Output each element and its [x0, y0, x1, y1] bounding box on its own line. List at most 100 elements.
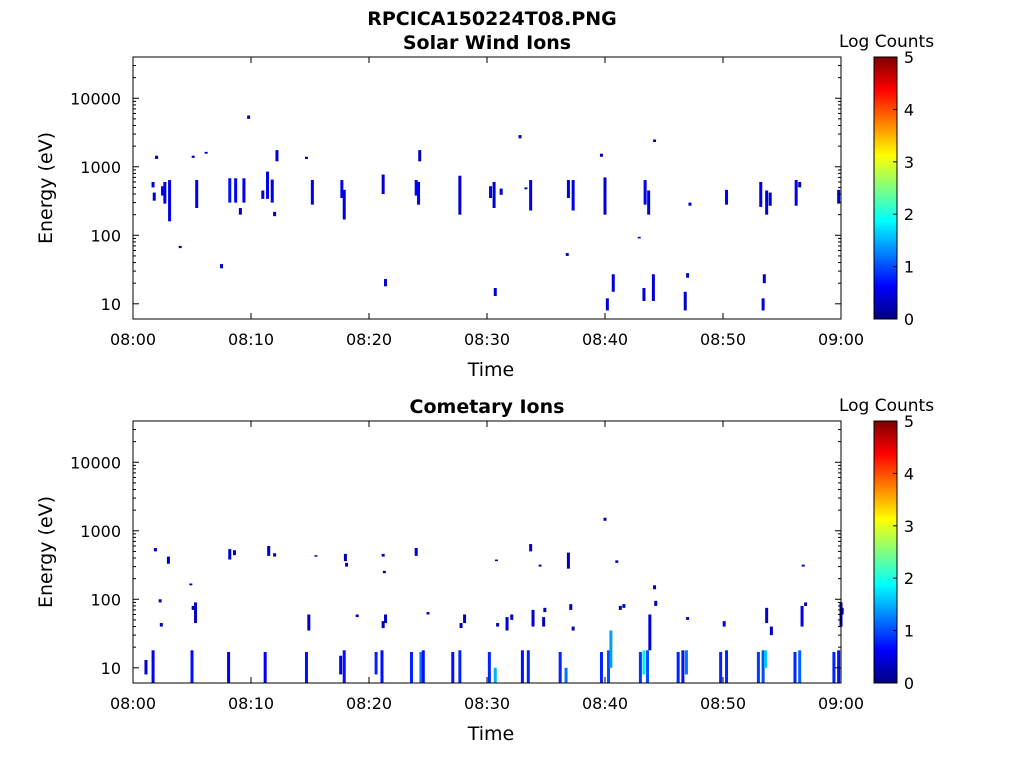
data-cell — [520, 650, 524, 683]
panel-title: Cometary Ions — [410, 396, 565, 418]
data-cell — [571, 180, 575, 211]
data-cell — [307, 614, 311, 631]
data-cell — [494, 559, 498, 562]
colorbar-tick-label: 5 — [904, 48, 914, 67]
data-cell — [542, 617, 546, 627]
data-cell — [144, 659, 148, 675]
data-cell — [653, 585, 657, 590]
data-cell — [543, 607, 547, 613]
data-cell — [152, 192, 156, 201]
data-cell — [267, 545, 271, 556]
x-tick-label: 08:10 — [228, 330, 274, 349]
data-cell — [603, 517, 607, 521]
x-tick-label: 08:00 — [110, 694, 156, 713]
data-cell — [607, 650, 611, 683]
data-cell — [458, 175, 462, 215]
data-cell — [314, 555, 318, 557]
x-tick-label: 08:20 — [346, 330, 392, 349]
colorbar-label: Log Counts — [839, 32, 934, 52]
data-cell — [618, 605, 622, 610]
data-cell — [793, 652, 797, 683]
panel-title: Solar Wind Ions — [403, 32, 571, 54]
data-cell — [686, 617, 690, 620]
data-cell — [605, 298, 609, 311]
data-cell — [765, 190, 769, 215]
data-cell — [571, 626, 575, 631]
data-cell — [599, 153, 603, 157]
data-cell — [768, 192, 772, 206]
data-cell — [765, 607, 769, 624]
data-cell — [426, 612, 430, 615]
data-cell — [510, 614, 514, 620]
colorbar-label: Log Counts — [839, 396, 934, 416]
cometary-panel: Cometary Ions 08:00 08:10 08:20 08:30 08:40 08… — [35, 396, 934, 745]
data-cell — [191, 155, 195, 158]
y-tick-label: 10 — [101, 659, 121, 678]
data-cell — [463, 614, 467, 624]
y-tick-label: 10000 — [70, 453, 121, 472]
x-tick-label: 08:20 — [346, 694, 392, 713]
data-cell — [161, 186, 164, 196]
data-cell — [615, 560, 619, 563]
y-tick-label: 1000 — [80, 522, 121, 541]
data-cell — [275, 150, 279, 162]
data-cell — [151, 650, 155, 683]
plot-frame — [132, 420, 842, 684]
colorbar-tick-label: 1 — [904, 258, 914, 277]
data-cell — [756, 652, 760, 683]
colorbar-tick-label: 0 — [904, 310, 914, 329]
data-cell — [190, 650, 194, 683]
colorbar-tick-label: 1 — [904, 622, 914, 641]
data-cell — [168, 180, 172, 222]
data-cell — [263, 652, 267, 683]
y-tick-label: 10 — [101, 295, 121, 314]
data-cell — [343, 553, 347, 562]
data-cell — [524, 187, 528, 190]
data-cell — [676, 652, 680, 683]
x-tick-label: 08:40 — [582, 330, 628, 349]
data-cell — [418, 150, 422, 162]
data-cell — [414, 180, 418, 196]
data-cell — [158, 599, 162, 603]
data-cell — [304, 156, 308, 159]
x-tick-label: 08:50 — [700, 694, 746, 713]
data-cell — [684, 650, 688, 675]
data-cell — [151, 181, 155, 188]
data-cell — [374, 652, 378, 675]
data-cell — [163, 181, 167, 204]
data-cell — [384, 279, 388, 287]
figure-title: RPCICA150224T08.PNG — [367, 8, 617, 30]
x-axis-label: Time — [467, 359, 515, 381]
data-cell — [409, 652, 413, 683]
data-cell — [493, 288, 497, 296]
data-cell — [355, 614, 359, 618]
data-cell — [565, 253, 569, 256]
data-cell — [266, 171, 270, 199]
data-cell — [204, 151, 208, 154]
data-cell — [451, 652, 455, 683]
colorbar-tick-label: 4 — [904, 100, 914, 119]
data-cells — [144, 517, 844, 683]
data-cell — [719, 652, 723, 683]
data-cell — [725, 189, 729, 205]
data-cell — [840, 607, 844, 615]
data-cell — [837, 189, 841, 204]
data-cell — [798, 650, 802, 683]
solar-wind-panel: Solar Wind Ions 08:00 08:10 08:20 08:30 08:40… — [35, 32, 934, 381]
colorbar-tick-label: 3 — [904, 517, 914, 536]
data-cell — [653, 139, 657, 142]
data-cell — [340, 180, 344, 199]
data-cell — [381, 553, 385, 557]
data-cell — [804, 602, 808, 606]
data-cell — [538, 564, 542, 567]
data-cell — [722, 621, 726, 627]
data-cell — [492, 181, 496, 209]
y-tick-label: 100 — [90, 226, 121, 245]
data-cell — [651, 274, 655, 301]
data-cell — [189, 583, 193, 586]
y-tick-label: 1000 — [80, 158, 121, 177]
data-cell — [622, 604, 626, 608]
y-tick-label: 100 — [90, 590, 121, 609]
data-cell — [794, 180, 798, 206]
